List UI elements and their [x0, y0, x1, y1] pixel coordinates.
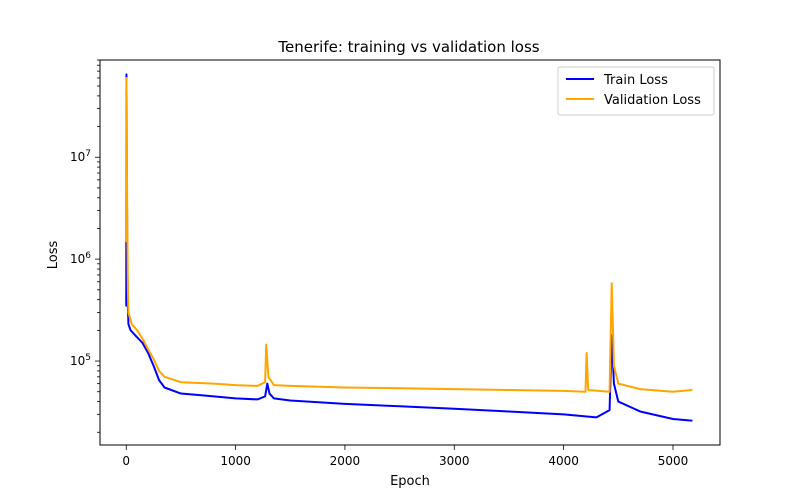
x-axis-label: Epoch: [390, 474, 430, 489]
y-tick-label: 106: [70, 251, 91, 266]
y-axis-ticks: 105 106 107: [70, 59, 100, 433]
train-loss-line: [125, 73, 693, 422]
plot-area-frame: [99, 59, 721, 446]
x-axis-ticks: 0 1000 2000 3000 4000 5000: [122, 445, 688, 468]
legend-label-train: Train Loss: [603, 73, 668, 88]
x-tick-label: 3000: [439, 454, 470, 468]
chart-title: Tenerife: training vs validation loss: [277, 38, 539, 56]
x-tick-label: 4000: [548, 454, 579, 468]
legend-box: [557, 66, 715, 116]
series-layer: [125, 73, 693, 422]
y-tick-label: 107: [70, 149, 91, 164]
legend-label-validation: Validation Loss: [604, 93, 701, 108]
legend: Train Loss Validation Loss: [557, 66, 715, 116]
y-axis-label: Loss: [46, 241, 61, 270]
y-tick-label: 105: [70, 353, 91, 368]
validation-loss-line: [125, 76, 693, 393]
x-tick-label: 2000: [330, 454, 361, 468]
x-tick-label: 5000: [658, 454, 689, 468]
x-tick-label: 1000: [220, 454, 251, 468]
x-tick-label: 0: [122, 454, 130, 468]
